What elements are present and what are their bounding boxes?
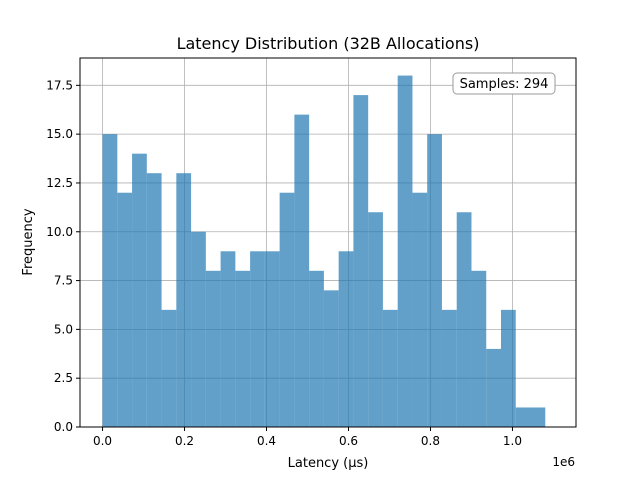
- histogram-bar-28: [515, 407, 531, 427]
- x-tick-label-0: 0.0: [93, 434, 112, 448]
- histogram-bar-3: [146, 173, 162, 427]
- annotation-box: [452, 72, 556, 95]
- histogram-bar-11: [264, 251, 280, 427]
- y-tick-label-4: 10.0: [46, 225, 73, 239]
- histogram-bar-19: [382, 309, 398, 427]
- x-axis-offset-label: 1e6: [552, 455, 575, 469]
- annotation-text: Samples: 294: [460, 77, 549, 92]
- y-axis-ticks: 0.0 2.5 5.0 7.5 10.0 12.5 15.0 17.5: [46, 78, 80, 434]
- x-axis-label: Latency (µs): [288, 456, 369, 471]
- x-tick-label-4: 0.8: [421, 434, 440, 448]
- y-tick-label-7: 17.5: [46, 78, 73, 92]
- y-tick-label-3: 7.5: [54, 274, 73, 288]
- x-tick-label-3: 0.6: [339, 434, 358, 448]
- histogram-bar-5: [176, 173, 192, 427]
- y-tick-label-0: 0.0: [54, 420, 73, 434]
- histogram-bar-2: [132, 153, 147, 427]
- x-tick-label-5: 1.0: [503, 434, 522, 448]
- histogram-bar-27: [500, 309, 516, 427]
- histogram-bars: [102, 75, 546, 428]
- histogram-bar-18: [368, 212, 383, 427]
- y-tick-label-6: 15.0: [46, 127, 73, 141]
- histogram-bar-8: [220, 251, 236, 427]
- histogram-bar-23: [441, 309, 457, 427]
- histogram-bar-17: [353, 95, 369, 427]
- histogram-bar-0: [102, 134, 118, 427]
- chart-title: Latency Distribution (32B Allocations): [177, 34, 480, 53]
- histogram-bar-16: [338, 251, 354, 427]
- histogram-bar-9: [235, 270, 251, 427]
- y-tick-label-5: 12.5: [46, 176, 73, 190]
- samples-annotation: Samples: 294: [452, 72, 556, 95]
- y-axis-label: Frequency: [21, 208, 36, 275]
- histogram-bar-24: [456, 212, 472, 427]
- histogram-bar-12: [279, 192, 295, 427]
- histogram-bar-7: [205, 270, 221, 427]
- x-tick-label-2: 0.4: [257, 434, 276, 448]
- x-tick-label-1: 0.2: [175, 434, 194, 448]
- histogram-bar-4: [161, 309, 177, 427]
- y-tick-label-2: 5.0: [54, 322, 73, 336]
- x-axis-ticks: 0.0 0.2 0.4 0.6 0.8 1.0: [93, 427, 522, 448]
- histogram-bar-1: [117, 192, 133, 427]
- histogram-bar-29: [530, 407, 546, 427]
- histogram-bar-26: [486, 348, 501, 427]
- histogram-bar-6: [191, 231, 206, 427]
- y-tick-label-1: 2.5: [54, 371, 73, 385]
- histogram-bar-20: [397, 75, 413, 428]
- histogram-bar-21: [412, 192, 428, 427]
- histogram-bar-13: [294, 114, 310, 427]
- histogram-bar-22: [427, 134, 442, 427]
- histogram-bar-25: [471, 270, 487, 427]
- plot-frame: [79, 57, 577, 428]
- histogram-bar-14: [309, 270, 324, 427]
- histogram-bar-10: [250, 251, 265, 427]
- histogram-bar-15: [323, 290, 339, 427]
